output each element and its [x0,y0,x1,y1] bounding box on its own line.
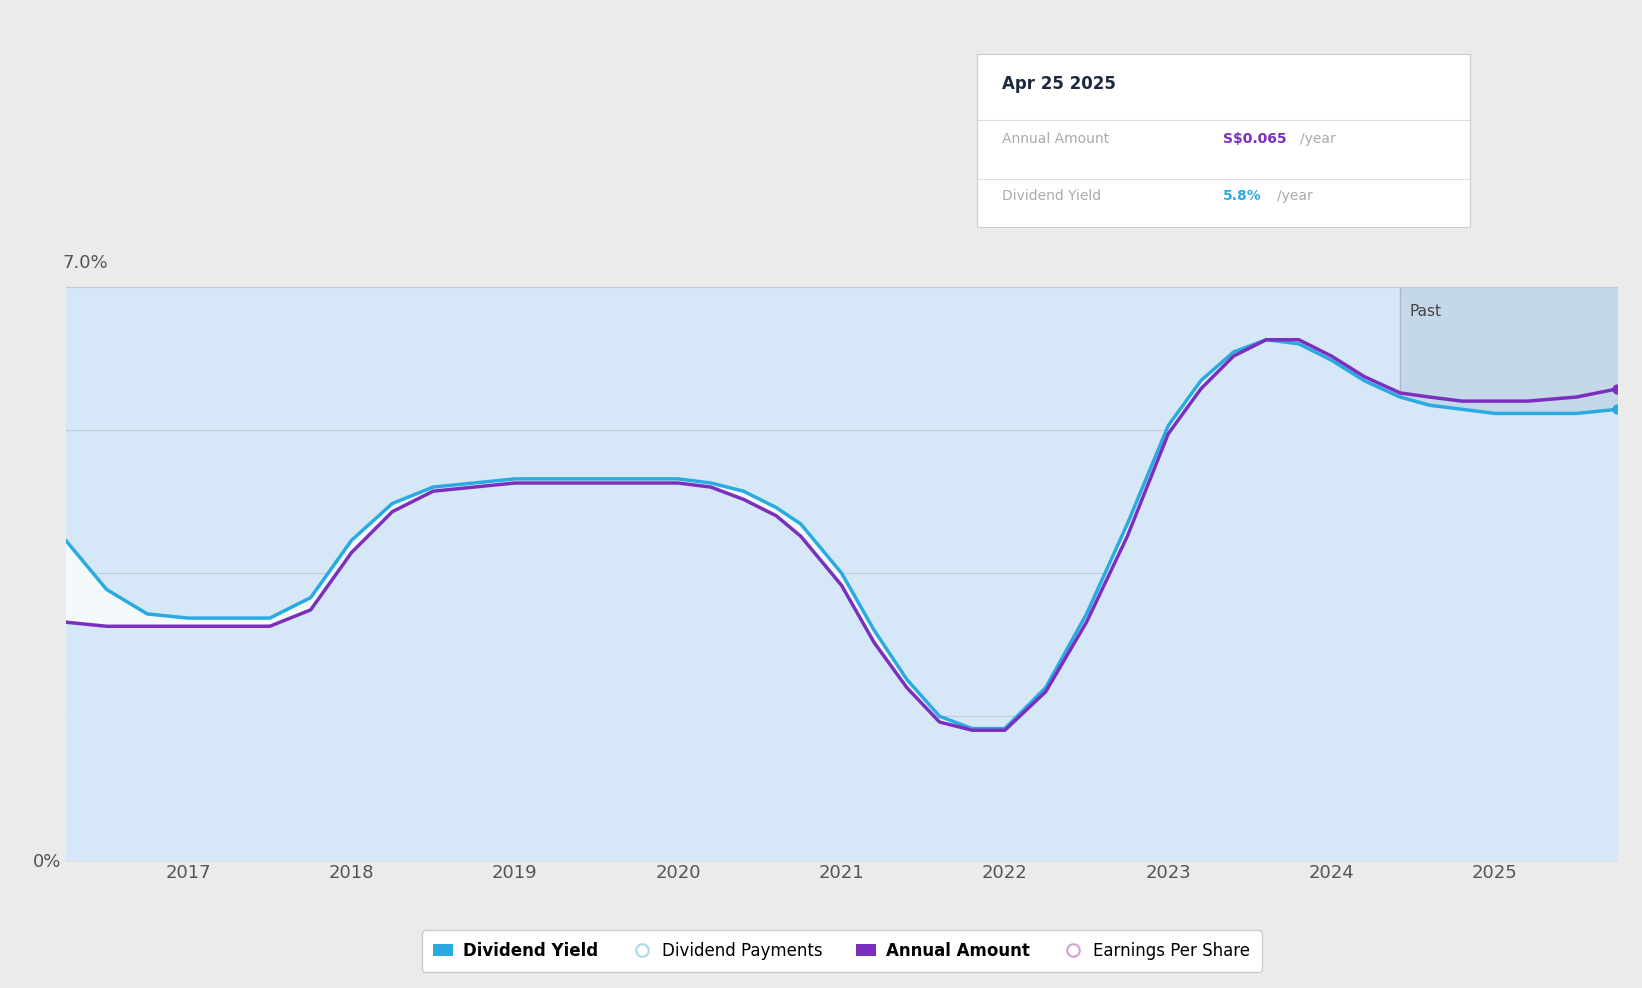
Point [1604,381,1631,397]
Text: S$0.065: S$0.065 [1223,132,1287,146]
Text: 5.8%: 5.8% [1223,190,1263,204]
Text: Past: Past [1410,303,1442,319]
Text: /year: /year [1277,190,1314,204]
Text: Apr 25 2025: Apr 25 2025 [1002,75,1115,93]
Legend: Dividend Yield, Dividend Payments, Annual Amount, Earnings Per Share: Dividend Yield, Dividend Payments, Annua… [422,931,1261,971]
Point [1604,401,1631,417]
Text: Dividend Yield: Dividend Yield [1002,190,1100,204]
Text: Annual Amount: Annual Amount [1002,132,1108,146]
Text: /year: /year [1300,132,1335,146]
Text: 7.0%: 7.0% [62,254,108,272]
